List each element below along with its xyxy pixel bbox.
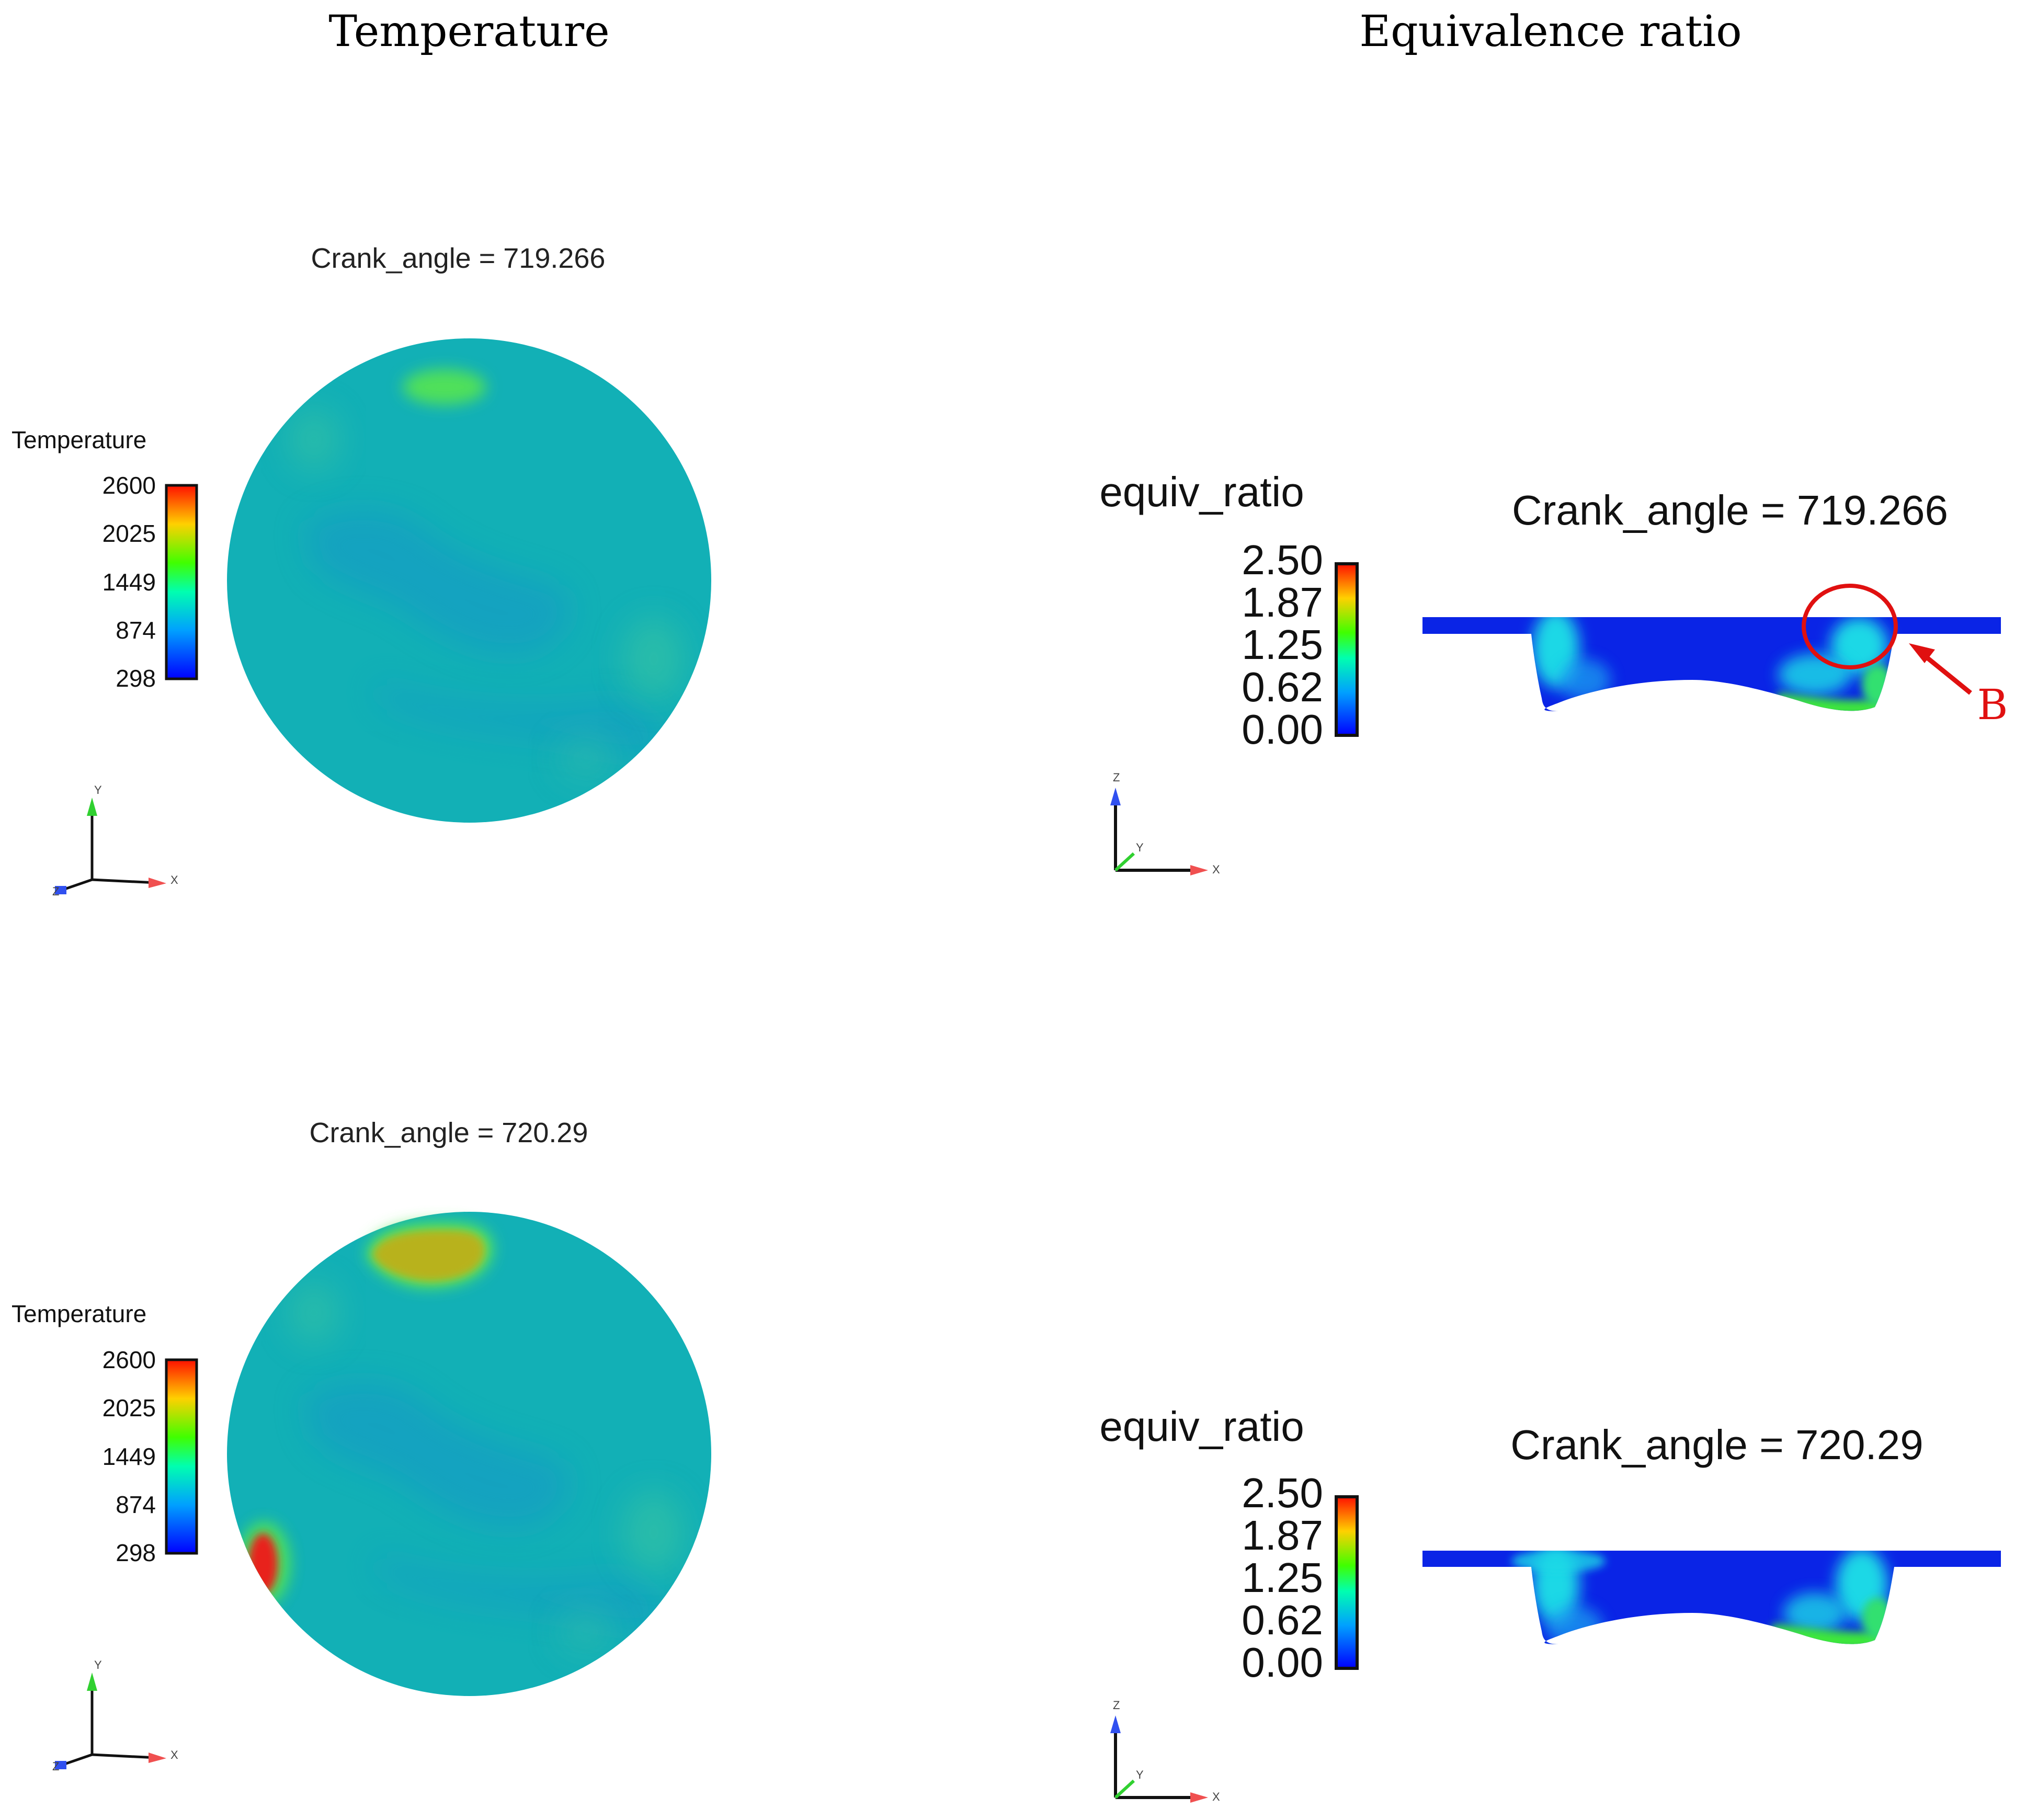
x-axis-arrow-icon: [149, 1753, 166, 1763]
crank-angle-label: Crank_angle = 720.29: [1510, 1421, 1923, 1468]
annotation-arrowhead-icon: [1909, 643, 1935, 663]
legend-tick: 874: [116, 617, 156, 644]
right-column-title: Equivalence ratio: [1359, 7, 1742, 56]
axis-label: Z: [1113, 771, 1120, 784]
legend-tick: 1.25: [1242, 1554, 1323, 1601]
z-axis-marker-icon: [55, 1761, 66, 1769]
legend-title: Temperature: [12, 1300, 146, 1327]
axis-label: X: [1212, 1790, 1220, 1803]
hot-spot: [372, 1230, 485, 1282]
axis-label: Z: [52, 885, 59, 898]
legend-tick: 1.87: [1242, 1512, 1323, 1559]
temperature-panel-2: Crank_angle = 720.29 Temperature 2600 20…: [12, 1117, 711, 1773]
crank-angle-label: Crank_angle = 720.29: [310, 1117, 588, 1148]
x-axis-arrow-icon: [1190, 1792, 1208, 1803]
legend-tick: 1449: [103, 1443, 156, 1470]
z-axis-marker-icon: [55, 886, 66, 894]
piston-bowl-cross-section: [1422, 617, 2001, 711]
axis-label: Y: [1136, 841, 1144, 854]
legend-tick: 2.50: [1242, 1470, 1323, 1516]
colorbar: [1335, 1495, 1359, 1670]
colorbar: [1335, 562, 1359, 737]
legend-tick: 298: [116, 1539, 156, 1566]
legend-tick: 0.62: [1242, 1597, 1323, 1643]
legend-tick: 2600: [103, 472, 156, 499]
z-axis-arrow-icon: [1110, 788, 1121, 805]
axis-triad: Y X Z: [52, 1658, 178, 1773]
axis-label: Y: [94, 783, 102, 797]
colorbar: [165, 484, 198, 680]
temperature-colorbar-legend: Temperature 2600 2025 1449 874 298: [12, 1300, 198, 1566]
axis-triad: Z X Y: [1110, 771, 1220, 876]
crank-angle-label: Crank_angle = 719.266: [311, 243, 606, 274]
axis-label: Z: [1113, 1699, 1120, 1712]
legend-tick: 2600: [103, 1346, 156, 1373]
legend-tick: 2.50: [1242, 537, 1323, 583]
legend-tick: 1449: [103, 568, 156, 596]
equiv-ratio-panel-1: equiv_ratio Crank_angle = 719.266 2.50 1…: [1099, 469, 2008, 876]
y-axis-arrow-icon: [1114, 1779, 1135, 1799]
highlight-circle: [1802, 584, 1898, 669]
legend-title: equiv_ratio: [1099, 469, 1304, 515]
annotation-b: B: [1802, 584, 2008, 729]
temperature-field-disk: [227, 1212, 711, 1696]
hot-spot: [248, 1533, 278, 1594]
y-axis-arrow-icon: [1114, 852, 1135, 872]
x-axis-arrow-icon: [1190, 865, 1208, 875]
axis-triad: Z X Y: [1110, 1699, 1220, 1803]
temperature-field-disk: [227, 338, 711, 823]
legend-tick: 1.25: [1242, 621, 1323, 668]
legend-tick: 2025: [103, 520, 156, 547]
piston-bowl-cross-section: [1422, 1551, 2001, 1644]
axis-label: X: [170, 873, 178, 886]
y-axis-arrow-icon: [87, 1673, 97, 1691]
y-axis-arrow-icon: [87, 798, 97, 816]
legend-tick: 298: [116, 665, 156, 692]
legend-tick: 874: [116, 1491, 156, 1518]
legend-tick: 2025: [103, 1394, 156, 1421]
z-axis-arrow-icon: [1110, 1715, 1121, 1733]
legend-tick: 1.87: [1242, 579, 1323, 625]
colorbar: [165, 1358, 198, 1555]
temperature-colorbar-legend: Temperature 2600 2025 1449 874 298: [12, 426, 198, 692]
legend-title: Temperature: [12, 426, 146, 453]
axis-label: Y: [94, 1658, 102, 1671]
equiv-ratio-panel-2: equiv_ratio Crank_angle = 720.29 2.50 1.…: [1099, 1403, 2001, 1803]
annotation-label: B: [1977, 680, 2008, 729]
axis-label: X: [1212, 863, 1220, 876]
legend-tick: 0.62: [1242, 664, 1323, 710]
annotation-arrow: [1922, 653, 1972, 695]
axis-label: Z: [52, 1760, 59, 1773]
axis-triad: Y X Z: [52, 783, 178, 898]
axis-label: Y: [1136, 1768, 1144, 1781]
equiv-colorbar-legend: 2.50 1.87 1.25 0.62 0.00: [1242, 1470, 1359, 1686]
axis-label: X: [170, 1748, 178, 1761]
legend-title: equiv_ratio: [1099, 1403, 1304, 1450]
warm-spot: [403, 369, 486, 405]
temperature-panel-1: Crank_angle = 719.266 Temperature 2600 2…: [12, 243, 711, 898]
left-column-title: Temperature: [328, 7, 609, 56]
x-axis-arrow-icon: [149, 878, 166, 888]
crank-angle-label: Crank_angle = 719.266: [1512, 487, 1948, 533]
legend-tick: 0.00: [1242, 1639, 1323, 1686]
legend-tick: 0.00: [1242, 706, 1323, 753]
equiv-colorbar-legend: 2.50 1.87 1.25 0.62 0.00: [1242, 537, 1359, 753]
